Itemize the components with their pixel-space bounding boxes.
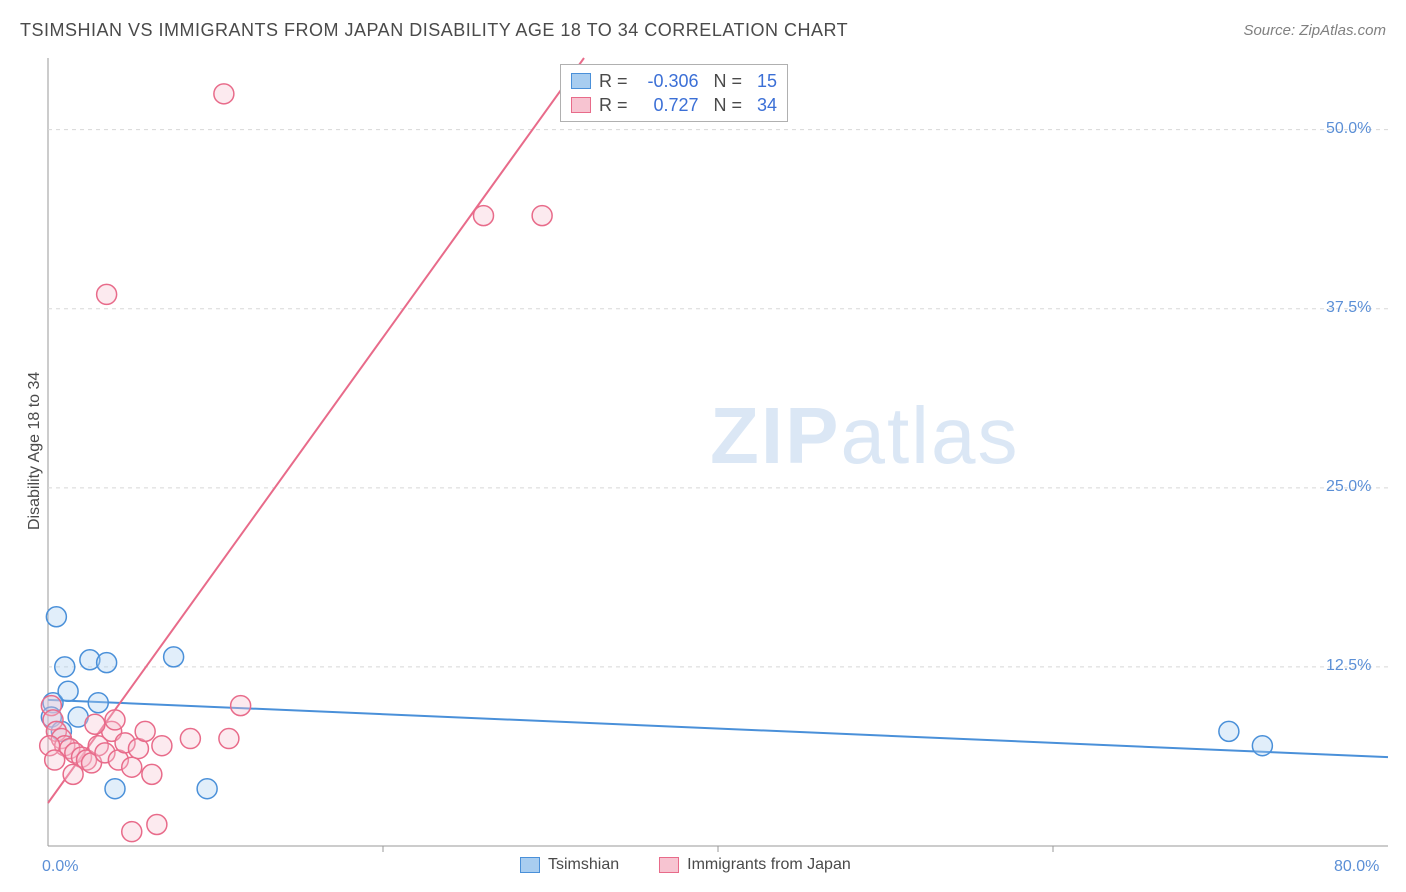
axis-tick-label: 50.0%: [1326, 120, 1371, 138]
axis-tick-label: 25.0%: [1326, 478, 1371, 496]
series-legend-label: Tsimshian: [548, 856, 619, 874]
legend-stats-text: R = -0.306 N = 15: [599, 71, 777, 92]
axis-tick-label: 0.0%: [42, 858, 78, 876]
legend-swatch: [659, 857, 679, 873]
axis-tick-label: 37.5%: [1326, 299, 1371, 317]
axis-tick-label: 12.5%: [1326, 657, 1371, 675]
legend-swatch: [571, 73, 591, 89]
legend-stats-text: R = 0.727 N = 34: [599, 95, 777, 116]
series-legend-item: Tsimshian: [520, 856, 619, 874]
series-legend: Tsimshian Immigrants from Japan: [520, 856, 851, 874]
legend-swatch: [571, 97, 591, 113]
stats-legend: R = -0.306 N = 15 R = 0.727 N = 34: [560, 64, 788, 122]
series-legend-label: Immigrants from Japan: [687, 856, 851, 874]
scatter-chart: [0, 0, 1406, 892]
series-legend-item: Immigrants from Japan: [659, 856, 851, 874]
legend-swatch: [520, 857, 540, 873]
axis-tick-label: 80.0%: [1334, 858, 1379, 876]
stats-legend-row: R = 0.727 N = 34: [571, 93, 777, 117]
stats-legend-row: R = -0.306 N = 15: [571, 69, 777, 93]
